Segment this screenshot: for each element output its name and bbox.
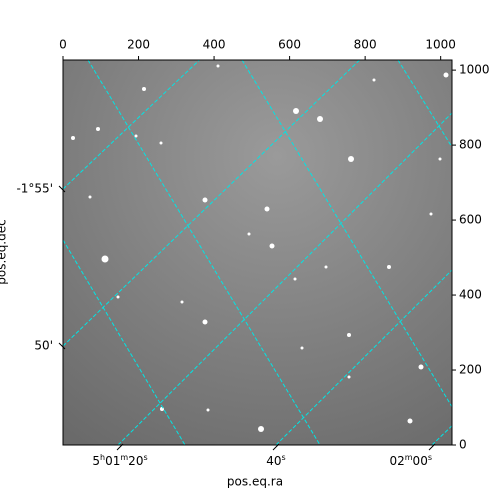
x-tick-label: 400	[203, 38, 226, 52]
stars	[71, 64, 449, 432]
dec-tick-label: -1°55'	[16, 182, 53, 196]
dec-tick	[58, 185, 66, 193]
dec-tick-label: 50'	[34, 339, 53, 353]
ra-tick-label: 5h01m20s	[92, 453, 147, 468]
y-axis-label: pos.eq.dec	[0, 219, 9, 284]
y-tick-label: 200	[459, 363, 482, 377]
x-axis-label: pos.eq.ra	[227, 475, 283, 489]
y-tick-label: 600	[459, 213, 482, 227]
x-tick-label: 200	[127, 38, 150, 52]
y-tick-label: 800	[459, 138, 482, 152]
dec-tick	[58, 342, 66, 350]
wcs-grid	[63, 60, 452, 445]
ra-tick-label: 02m00s	[389, 453, 432, 468]
y-tick-label: 400	[459, 288, 482, 302]
x-tick-label: 0	[59, 38, 67, 52]
x-tick-label: 600	[278, 38, 301, 52]
plot-frame	[62, 59, 453, 446]
ra-tick-label: 40s	[266, 453, 285, 468]
y-tick-label: 0	[459, 438, 467, 452]
x-tick-label: 800	[354, 38, 377, 52]
y-tick-label: 1000	[459, 63, 490, 77]
sky-image	[63, 60, 452, 445]
ra-tick	[272, 443, 280, 451]
ra-tick	[116, 443, 124, 451]
x-tick-label: 1000	[425, 38, 456, 52]
ra-tick	[428, 443, 436, 451]
